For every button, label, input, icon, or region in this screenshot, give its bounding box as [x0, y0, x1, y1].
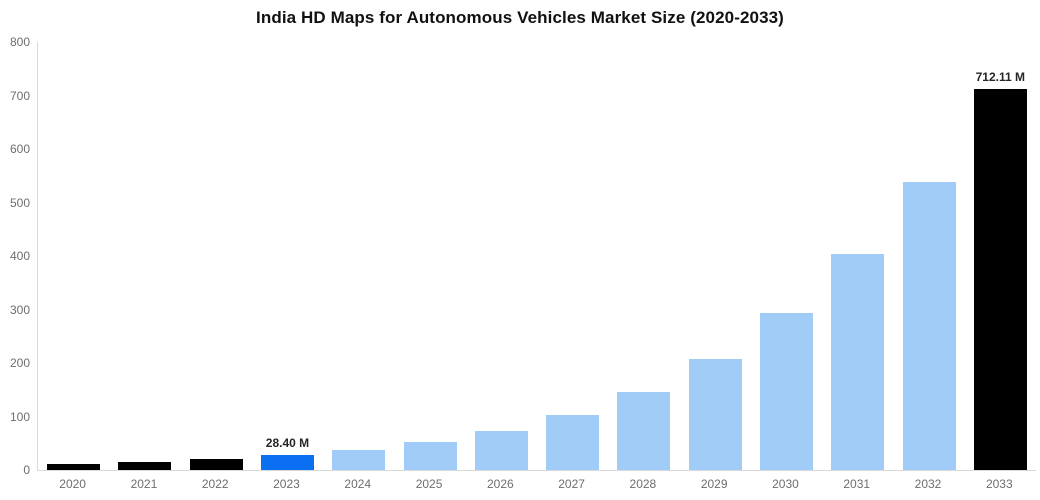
- plot-area: 28.40 M 712.11 M: [37, 42, 1036, 471]
- bar-2032[interactable]: [902, 182, 956, 470]
- bar-2026[interactable]: [474, 430, 528, 470]
- bar-slot-2023: 28.40 M: [252, 42, 323, 470]
- bar-slot-2029: [680, 42, 751, 470]
- bar-2025[interactable]: [403, 441, 457, 470]
- bar-2030[interactable]: [759, 313, 813, 470]
- x-tick-2025: 2025: [415, 477, 443, 491]
- y-tick-300: 300: [9, 302, 30, 317]
- bar-slot-2027: [537, 42, 608, 470]
- x-tick-2027: 2027: [558, 477, 585, 491]
- y-tick-400: 400: [9, 249, 30, 263]
- y-tick-600: 600: [9, 142, 30, 156]
- bar-slot-2026: [466, 42, 537, 470]
- x-tick-2033: 2033: [985, 477, 1013, 491]
- bar-slot-2033: 712.11 M: [965, 42, 1036, 470]
- bar-2024[interactable]: [332, 449, 386, 470]
- bar-slot-2031: [822, 42, 893, 470]
- y-tick-800: 800: [9, 35, 30, 49]
- bar-slot-2022: [181, 42, 252, 470]
- x-axis-tick-labels: 2020 2021 2022 2023 2024 2025 2026 2027 2028 2029…: [37, 477, 1035, 491]
- bar-slot-2030: [751, 42, 822, 470]
- bar-2021[interactable]: [118, 462, 172, 470]
- x-tick-2028: 2028: [629, 477, 657, 491]
- bar-2028[interactable]: [617, 391, 671, 470]
- x-tick-2021: 2021: [130, 477, 158, 491]
- bar-2027[interactable]: [546, 414, 600, 470]
- x-tick-2022: 2022: [201, 477, 229, 491]
- y-tick-500: 500: [9, 195, 30, 210]
- x-tick-2030: 2030: [772, 477, 799, 491]
- y-tick-100: 100: [9, 409, 30, 424]
- bar-2031[interactable]: [831, 254, 885, 470]
- bar-slot-2024: [323, 42, 394, 470]
- bar-slot-2028: [608, 42, 679, 470]
- x-tick-2029: 2029: [700, 477, 728, 491]
- bar-slot-2025: [394, 42, 465, 470]
- bar-value-label-2023: 28.40 M: [265, 435, 310, 450]
- y-tick-200: 200: [9, 356, 30, 370]
- y-tick-0: 0: [23, 463, 30, 477]
- x-tick-2024: 2024: [344, 477, 372, 491]
- chart-title: India HD Maps for Autonomous Vehicles Ma…: [256, 8, 784, 27]
- bars-area: 28.40 M 712.11 M: [38, 42, 1036, 470]
- bar-slot-2020: [38, 42, 109, 470]
- bar-2022[interactable]: [189, 459, 243, 470]
- bar-value-label-2033: 712.11 M: [975, 70, 1025, 84]
- bar-2023[interactable]: [260, 454, 314, 470]
- bar-2029[interactable]: [688, 359, 742, 470]
- x-tick-2020: 2020: [59, 477, 86, 491]
- bar-2020[interactable]: [47, 464, 101, 470]
- bar-2033[interactable]: [973, 89, 1027, 470]
- x-tick-2023: 2023: [273, 477, 300, 491]
- x-tick-2026: 2026: [486, 477, 514, 491]
- bar-slot-2032: [893, 42, 964, 470]
- x-tick-2031: 2031: [843, 477, 871, 491]
- y-tick-700: 700: [9, 88, 30, 103]
- x-tick-2032: 2032: [914, 477, 942, 491]
- bar-slot-2021: [109, 42, 180, 470]
